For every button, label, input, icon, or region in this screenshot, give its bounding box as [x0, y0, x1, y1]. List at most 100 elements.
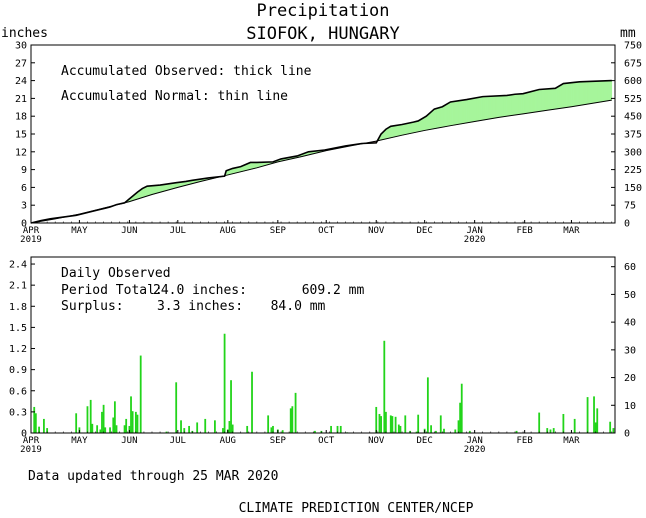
accumulated-panel: 0369121518212427300751502253003754505256…: [15, 41, 642, 246]
daily-bar: [139, 355, 142, 433]
daily-bar: [394, 416, 397, 433]
y-tick-label-inches: 21: [15, 94, 27, 105]
daily-bar: [188, 425, 190, 433]
daily-bar: [101, 411, 103, 433]
y-tick-label-inches: 2.1: [9, 281, 27, 292]
daily-bar: [443, 428, 445, 433]
daily-bar: [34, 413, 37, 433]
x-tick-label: AUG: [220, 436, 236, 446]
x-tick-label: JAN: [467, 226, 483, 236]
daily-bar: [294, 392, 297, 433]
surplus-fill-segment: [609, 80, 613, 101]
daily-bar: [228, 421, 231, 433]
daily-bar: [549, 429, 552, 433]
period-total-inches: 24.0 inches:: [153, 283, 247, 298]
x-tick-year-label: 2020: [464, 445, 486, 455]
daily-bar: [404, 415, 407, 433]
daily-bar: [375, 406, 378, 433]
daily-bar: [291, 406, 294, 433]
legend-normal: Accumulated Normal: thin line: [61, 89, 288, 104]
daily-bar: [230, 380, 232, 433]
daily-bar: [380, 416, 382, 433]
x-tick-label: AUG: [220, 226, 236, 236]
daily-bar: [457, 420, 460, 433]
daily-bar: [336, 425, 339, 433]
y-tick-label-mm: 750: [624, 41, 642, 52]
daily-bar: [134, 411, 137, 433]
x-tick-label: JAN: [467, 436, 483, 446]
daily-bar: [417, 414, 420, 433]
daily-bar: [96, 425, 99, 433]
daily-bar: [136, 414, 139, 433]
y-tick-label-inches: 24: [15, 76, 27, 87]
y-tick-label-mm: 225: [624, 165, 642, 176]
x-tick-year-label: 2020: [464, 235, 486, 245]
daily-bar: [552, 428, 555, 433]
x-tick-label: JUN: [121, 436, 137, 446]
daily-bar: [109, 427, 111, 433]
x-tick-label: NOV: [368, 436, 385, 446]
station-name: SIOFOK, HUNGARY: [246, 24, 400, 44]
left-unit-label: inches: [1, 26, 48, 41]
y-tick-label-mm: 30: [624, 345, 636, 356]
x-tick-label: MAY: [71, 226, 88, 236]
daily-bar: [46, 428, 49, 433]
daily-bar: [415, 431, 418, 433]
daily-bar: [231, 424, 234, 433]
y-tick-label-mm: 375: [624, 130, 642, 141]
surplus-mm: 84.0 mm: [271, 299, 326, 314]
daily-bar: [214, 420, 216, 433]
y-tick-label-inches: 1.5: [9, 323, 27, 334]
daily-bar: [223, 333, 226, 433]
daily-bar: [38, 426, 40, 433]
y-tick-label-mm: 60: [624, 262, 636, 273]
daily-bar: [389, 415, 392, 433]
daily-bar: [454, 429, 457, 433]
y-tick-label-inches: 27: [15, 58, 27, 69]
daily-bar: [89, 399, 92, 433]
y-tick-label-mm: 300: [624, 147, 642, 158]
daily-bar: [339, 425, 342, 433]
daily-bar: [246, 425, 249, 433]
x-tick-label: MAR: [563, 436, 580, 446]
daily-bar: [596, 408, 599, 433]
x-tick-label: MAY: [71, 436, 88, 446]
period-total-mm: 609.2 mm: [302, 283, 365, 298]
daily-bar: [378, 413, 381, 433]
daily-bar: [270, 427, 273, 433]
x-tick-label: DEC: [417, 226, 433, 236]
daily-bar: [123, 425, 126, 433]
period-total-label: Period Total:: [61, 283, 163, 298]
x-tick-label: JUL: [170, 226, 186, 236]
daily-bar: [272, 425, 274, 433]
daily-bar: [468, 430, 471, 433]
daily-bar: [86, 406, 89, 433]
legend-observed: Accumulated Observed: thick line: [61, 64, 312, 79]
daily-bar: [180, 420, 182, 433]
x-tick-label: NOV: [368, 226, 385, 236]
chart-title: Precipitation: [256, 1, 389, 21]
surplus-inches: 3.3 inches:: [157, 299, 243, 314]
daily-bar: [33, 406, 36, 433]
daily-title: Daily Observed: [61, 266, 171, 281]
y-tick-label-inches: 0: [21, 219, 27, 230]
y-tick-label-mm: 50: [624, 290, 636, 301]
x-tick-label: SEP: [270, 226, 287, 236]
data-updated-note: Data updated through 25 MAR 2020: [28, 469, 278, 484]
x-tick-label: DEC: [417, 436, 433, 446]
daily-bar: [612, 428, 615, 433]
daily-bar: [131, 411, 134, 433]
daily-bar: [204, 418, 207, 433]
y-tick-label-mm: 525: [624, 94, 642, 105]
daily-bar: [391, 416, 394, 433]
x-tick-year-label: 2019: [20, 445, 42, 455]
daily-bar: [222, 428, 224, 433]
y-tick-label-mm: 150: [624, 183, 642, 194]
daily-bar: [430, 425, 432, 433]
credit-line: CLIMATE PREDICTION CENTER/NCEP: [239, 501, 474, 516]
y-tick-label-inches: 9: [21, 165, 27, 176]
daily-plot-frame: [30, 256, 616, 434]
daily-bar: [546, 428, 549, 433]
y-tick-label-inches: 0.3: [9, 407, 27, 418]
